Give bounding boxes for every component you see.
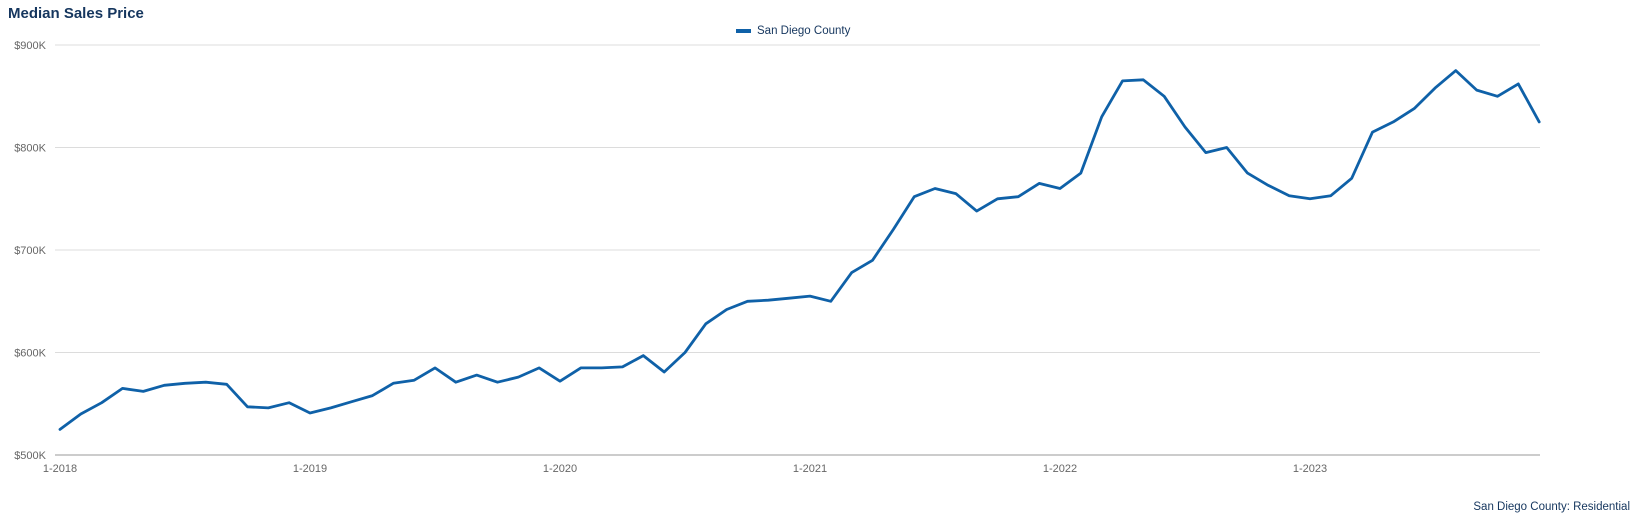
y-axis-tick-label: $800K: [14, 143, 46, 155]
legend: San Diego County: [736, 25, 850, 37]
y-axis-tick-label: $900K: [14, 40, 46, 52]
x-axis-tick-label: 1-2023: [1293, 463, 1327, 475]
legend-series-label: San Diego County: [757, 25, 851, 37]
x-axis-tick-label: 1-2018: [43, 463, 77, 475]
x-axis-tick-label: 1-2020: [543, 463, 577, 475]
y-axis-tick-label: $500K: [14, 450, 46, 462]
x-axis-tick-label: 1-2019: [293, 463, 327, 475]
chart-title: Median Sales Price: [8, 5, 144, 22]
legend-line-swatch: [736, 29, 751, 33]
y-axis-tick-label: $600K: [14, 348, 46, 360]
price-line: [58, 69, 1541, 431]
x-axis-tick-label: 1-2021: [793, 463, 827, 475]
x-axis-tick-label: 1-2022: [1043, 463, 1077, 475]
y-axis-tick-label: $700K: [14, 245, 46, 257]
chart-footnote: San Diego County: Residential: [1473, 501, 1630, 513]
